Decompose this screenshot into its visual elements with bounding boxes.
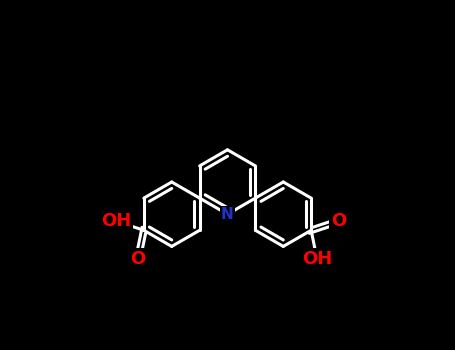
Text: O: O [131,250,146,268]
Text: OH: OH [302,250,332,268]
Text: O: O [331,212,346,230]
Text: OH: OH [101,212,131,230]
Text: N: N [221,207,234,222]
